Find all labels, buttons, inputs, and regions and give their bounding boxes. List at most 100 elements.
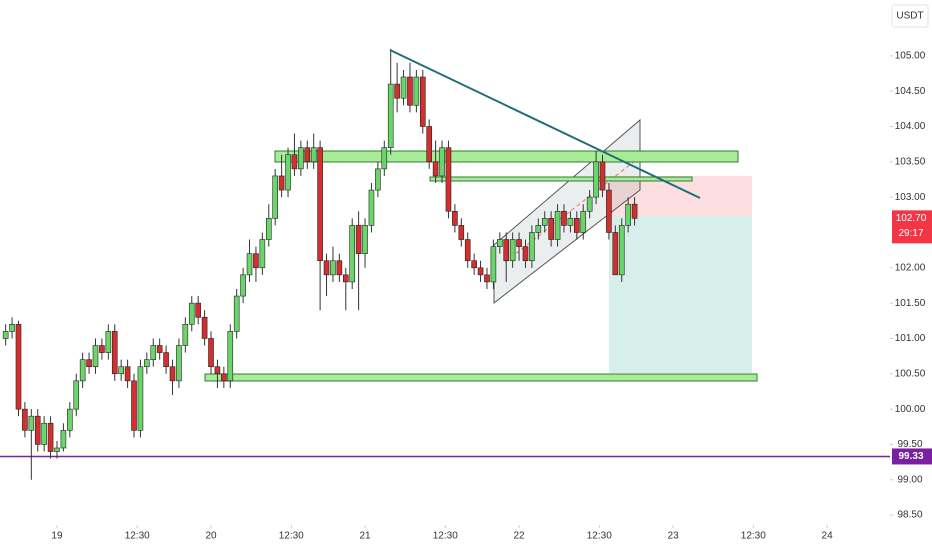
last-price-label: 102.70 xyxy=(896,213,927,224)
candle-body xyxy=(182,324,189,346)
y-tick-label: 103.00 xyxy=(895,192,926,203)
candle-body xyxy=(599,161,606,191)
candle-body xyxy=(34,415,41,445)
candle-body xyxy=(612,232,619,276)
y-tick-label: 98.50 xyxy=(897,510,922,521)
channel-midline xyxy=(504,156,641,263)
candle-body xyxy=(503,239,510,262)
y-tick-label: 103.50 xyxy=(895,156,926,167)
candle-body xyxy=(484,274,490,283)
candle-body xyxy=(253,253,259,269)
y-tick-label: 102.00 xyxy=(895,262,926,273)
candle-body xyxy=(67,408,73,431)
candle-body xyxy=(554,210,561,240)
candle-body xyxy=(2,331,9,339)
x-tick-label: 12:30 xyxy=(125,531,150,542)
candle-body xyxy=(477,267,484,276)
candle-body xyxy=(452,210,458,226)
x-tick-label: 12:30 xyxy=(587,531,612,542)
candle-body xyxy=(548,218,554,240)
candle-body xyxy=(86,359,92,368)
candle-body xyxy=(240,274,246,297)
x-tick-label: 12:30 xyxy=(741,531,766,542)
candle-body xyxy=(368,189,375,226)
candle-body xyxy=(150,345,157,360)
x-tick-label: 20 xyxy=(205,531,217,542)
last-price-box xyxy=(892,210,932,244)
y-tick-label: 99.50 xyxy=(897,439,922,450)
candle-body xyxy=(105,331,112,353)
candle-body xyxy=(381,147,388,170)
countdown: 29:17 xyxy=(898,228,923,239)
x-tick-label: 19 xyxy=(51,531,63,542)
candle-body xyxy=(593,161,599,198)
candle-body xyxy=(227,331,234,382)
candle-body xyxy=(375,168,381,191)
candle-body xyxy=(137,366,144,431)
candle-body xyxy=(73,380,80,410)
candle-body xyxy=(625,203,631,226)
candle-body xyxy=(432,161,439,177)
candle-body xyxy=(169,366,176,382)
candle-body xyxy=(79,359,86,382)
candle-body xyxy=(580,210,587,233)
candle-body xyxy=(561,210,567,226)
y-tick-label: 104.00 xyxy=(895,121,926,132)
x-tick-label: 21 xyxy=(359,531,371,542)
candle-body xyxy=(208,338,214,368)
y-tick-label: 99.00 xyxy=(897,474,922,485)
candle-body xyxy=(28,415,35,431)
candle-body xyxy=(188,302,195,325)
axes: 98.50 99.00 99.50 100.00 100.50 101.00 101.50 1… xyxy=(51,50,932,542)
candle-body xyxy=(221,373,227,382)
x-tick-label: 12:30 xyxy=(279,531,304,542)
candle-body xyxy=(471,260,477,269)
candle-body xyxy=(426,126,433,163)
candle-body xyxy=(233,295,240,332)
candle-body xyxy=(419,76,426,127)
candle-body xyxy=(47,422,54,452)
candle-body xyxy=(304,147,311,163)
candle-body xyxy=(54,447,60,452)
x-tick-label: 22 xyxy=(513,531,525,542)
candle-body xyxy=(278,175,285,191)
candle-body xyxy=(586,196,593,212)
candle-body xyxy=(509,239,516,262)
y-tick-label: 100.00 xyxy=(895,404,926,415)
candle-body xyxy=(342,274,349,283)
candle-body xyxy=(535,225,542,233)
candle-body xyxy=(176,345,182,382)
candle-body xyxy=(497,239,503,247)
candle-body xyxy=(285,154,291,191)
candle-body xyxy=(99,345,105,353)
candle-body xyxy=(336,260,343,276)
target-zone xyxy=(609,216,752,373)
candle-body xyxy=(118,366,124,375)
candle-body xyxy=(195,302,201,318)
candle-body xyxy=(310,147,317,163)
candle-body xyxy=(606,189,612,233)
candle-body xyxy=(124,366,131,382)
candle-body xyxy=(349,225,356,283)
candle-body xyxy=(156,345,163,353)
candle-body xyxy=(413,76,420,106)
candle-body xyxy=(574,218,580,233)
candle-body xyxy=(618,225,625,276)
y-tick-label: 101.00 xyxy=(895,333,926,344)
y-tick-label: 101.50 xyxy=(895,298,926,309)
candle-body xyxy=(516,239,522,247)
candle-body xyxy=(355,225,362,254)
candle-body xyxy=(41,422,47,445)
candle-body xyxy=(163,352,169,368)
candle-body xyxy=(265,218,272,240)
candle-body xyxy=(387,83,394,148)
candle-body xyxy=(458,225,465,240)
candle-body xyxy=(144,359,150,368)
candle-body xyxy=(464,239,471,262)
currency-box xyxy=(891,4,929,28)
candle-body xyxy=(272,175,278,219)
support-zone xyxy=(204,373,758,382)
candle-body xyxy=(131,380,137,431)
candle-body xyxy=(394,83,400,99)
candle-body xyxy=(407,76,413,106)
